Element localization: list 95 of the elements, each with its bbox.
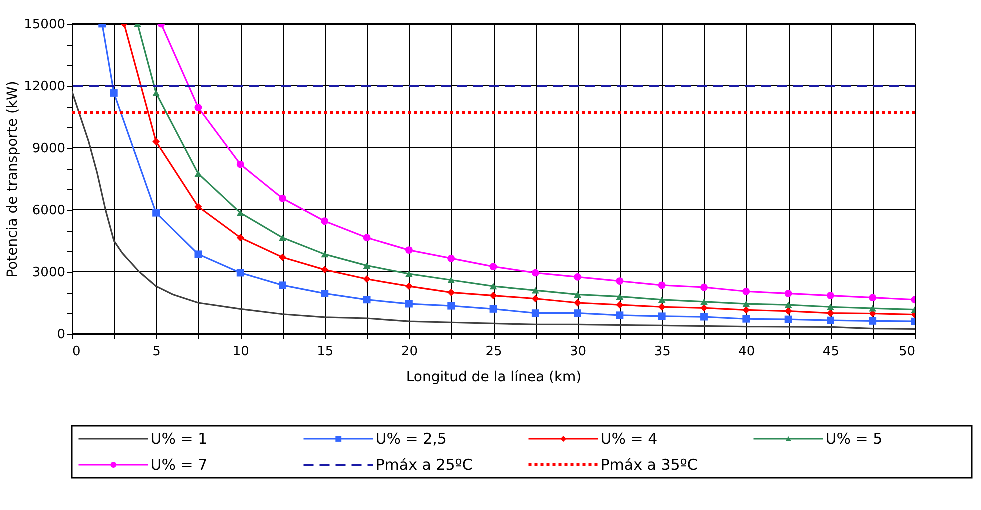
point bbox=[742, 315, 750, 323]
point bbox=[574, 292, 582, 298]
point bbox=[658, 282, 666, 290]
legend-label: Pmáx a 35ºC bbox=[600, 456, 698, 474]
x-tick-label: 0 bbox=[72, 344, 81, 360]
point bbox=[616, 301, 624, 309]
point bbox=[616, 312, 624, 320]
point bbox=[532, 269, 540, 277]
x-tick-label: 15 bbox=[317, 344, 334, 360]
point bbox=[194, 250, 202, 258]
point bbox=[405, 246, 413, 254]
point bbox=[236, 160, 244, 168]
legend-label: Pmáx a 25ºC bbox=[376, 456, 473, 474]
y-tick-label: 12000 bbox=[24, 80, 66, 94]
point bbox=[532, 287, 540, 294]
point bbox=[448, 254, 456, 262]
point bbox=[700, 313, 708, 321]
point bbox=[700, 284, 708, 292]
point bbox=[448, 302, 456, 310]
point bbox=[574, 310, 582, 318]
point bbox=[110, 90, 118, 97]
x-axis-title: Longitud de la línea (km) bbox=[406, 370, 582, 386]
legend-label: U% = 5 bbox=[826, 430, 883, 448]
y-tick-label: 3000 bbox=[32, 266, 66, 280]
point bbox=[279, 282, 286, 290]
x-tick-label: 25 bbox=[486, 344, 502, 360]
point bbox=[742, 306, 750, 314]
point bbox=[658, 303, 666, 311]
point bbox=[279, 194, 286, 202]
point bbox=[700, 304, 708, 312]
y-tick-label: 9000 bbox=[32, 142, 66, 156]
x-tick-label: 40 bbox=[738, 344, 756, 360]
legend-label: U% = 2,5 bbox=[376, 430, 447, 448]
x-tick-label: 10 bbox=[232, 344, 250, 360]
point bbox=[490, 263, 498, 271]
point bbox=[363, 262, 371, 270]
point bbox=[490, 283, 498, 290]
point bbox=[616, 278, 624, 285]
point bbox=[236, 269, 244, 277]
point bbox=[490, 305, 498, 313]
point bbox=[869, 317, 877, 325]
y-tick-label: 0 bbox=[57, 328, 66, 342]
point bbox=[321, 251, 329, 258]
x-tick-label: 5 bbox=[152, 344, 161, 360]
y-tick-label: 6000 bbox=[32, 204, 66, 218]
point bbox=[405, 270, 413, 278]
point bbox=[236, 234, 244, 242]
x-tick-label: 45 bbox=[822, 344, 840, 360]
point bbox=[784, 290, 792, 298]
point bbox=[405, 282, 413, 290]
point bbox=[194, 203, 202, 211]
point bbox=[658, 312, 666, 320]
point bbox=[448, 277, 456, 284]
legend-label: U% = 4 bbox=[600, 430, 658, 448]
point bbox=[236, 210, 244, 216]
point bbox=[152, 138, 160, 146]
point bbox=[826, 316, 834, 324]
point bbox=[784, 308, 792, 315]
point bbox=[869, 305, 877, 312]
y-tick-label: 15000 bbox=[24, 18, 66, 32]
x-tick-label: 35 bbox=[654, 344, 671, 360]
legend-label: U% = 7 bbox=[150, 456, 208, 474]
x-tick-label: 30 bbox=[570, 344, 587, 360]
y-axis-title: Potencia de transporte (kW) bbox=[5, 81, 22, 278]
point bbox=[784, 316, 792, 324]
point bbox=[574, 299, 582, 307]
point bbox=[448, 288, 456, 296]
point bbox=[616, 294, 624, 300]
point bbox=[279, 234, 286, 242]
point bbox=[826, 310, 834, 318]
point bbox=[321, 218, 329, 226]
point bbox=[532, 310, 540, 318]
point bbox=[194, 104, 202, 112]
point bbox=[152, 90, 160, 96]
point bbox=[826, 304, 834, 310]
point bbox=[363, 234, 371, 242]
point bbox=[700, 298, 708, 306]
point bbox=[574, 273, 582, 281]
point bbox=[869, 294, 877, 302]
point bbox=[742, 300, 750, 308]
point bbox=[532, 295, 540, 303]
point bbox=[784, 302, 792, 308]
legend-label: U% = 1 bbox=[150, 430, 208, 448]
point bbox=[194, 170, 202, 178]
x-tick-label: 20 bbox=[401, 344, 418, 360]
point bbox=[363, 276, 371, 283]
point bbox=[321, 290, 329, 298]
point bbox=[363, 296, 371, 304]
point bbox=[658, 296, 666, 304]
point bbox=[405, 300, 413, 308]
point bbox=[826, 292, 834, 300]
point bbox=[152, 209, 160, 217]
point bbox=[742, 288, 750, 296]
x-tick-label: 50 bbox=[898, 344, 916, 360]
point bbox=[321, 266, 329, 274]
